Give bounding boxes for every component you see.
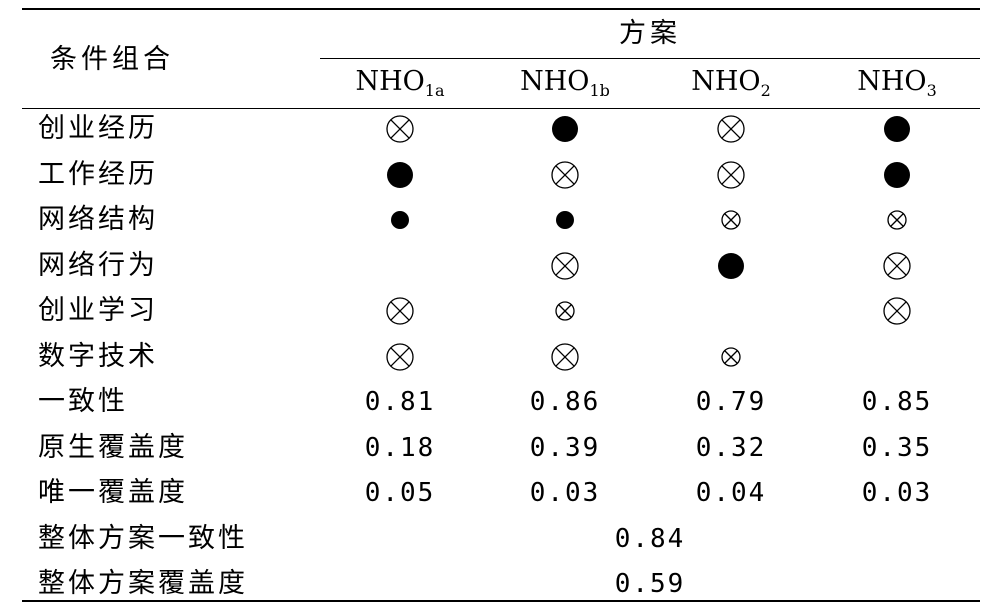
core-present-icon <box>651 246 811 286</box>
overall-label: 整体方案一致性 <box>38 522 248 554</box>
peripheral-absent-icon <box>651 200 811 240</box>
empty-cell <box>651 291 811 331</box>
condition-label: 创业经历 <box>38 113 158 144</box>
empty-cell <box>320 246 480 286</box>
column-header-3: NHO2 <box>691 66 771 100</box>
column-header-2: NHO1b <box>520 66 610 100</box>
peripheral-present-icon <box>320 200 480 240</box>
core-absent-icon <box>817 246 977 286</box>
bottom-rule <box>22 600 980 602</box>
metric-value: 0.04 <box>695 478 767 508</box>
condition-label: 创业学习 <box>38 295 158 326</box>
metric-value: 0.86 <box>529 387 601 417</box>
core-absent-icon <box>320 109 480 149</box>
core-absent-icon <box>320 291 480 331</box>
peripheral-absent-icon <box>651 337 811 377</box>
core-absent-icon <box>485 246 645 286</box>
overall-label: 整体方案覆盖度 <box>38 568 248 599</box>
metric-value: 0.03 <box>529 478 601 508</box>
core-absent-icon <box>817 291 977 331</box>
column-header-1: NHO1a <box>355 66 445 100</box>
metric-value: 0.05 <box>364 478 436 508</box>
condition-label: 网络行为 <box>38 249 158 281</box>
condition-label: 工作经历 <box>38 158 158 190</box>
top-rule <box>22 8 980 10</box>
core-present-icon <box>485 109 645 149</box>
metric-value: 0.39 <box>529 432 601 463</box>
metric-value: 0.81 <box>364 387 436 417</box>
group-underline <box>320 58 980 59</box>
core-present-icon <box>320 155 480 195</box>
peripheral-absent-icon <box>485 291 645 331</box>
core-absent-icon <box>651 109 811 149</box>
metric-value: 0.32 <box>695 432 767 463</box>
peripheral-absent-icon <box>817 200 977 240</box>
core-absent-icon <box>485 155 645 195</box>
metric-value: 0.85 <box>861 387 933 417</box>
metric-label: 唯一覆盖度 <box>38 477 188 508</box>
column-header-4: NHO3 <box>857 66 937 100</box>
metric-label: 原生覆盖度 <box>38 431 188 463</box>
overall-value: 0.84 <box>614 523 686 554</box>
metric-value: 0.18 <box>364 432 436 463</box>
empty-cell <box>817 337 977 377</box>
core-absent-icon <box>320 337 480 377</box>
metric-value: 0.35 <box>861 432 933 463</box>
core-present-icon <box>817 109 977 149</box>
condition-label: 数字技术 <box>38 340 158 372</box>
condition-header: 条件组合 <box>50 44 174 75</box>
overall-value: 0.59 <box>614 569 686 599</box>
peripheral-present-icon <box>485 200 645 240</box>
condition-label: 网络结构 <box>38 204 158 235</box>
core-present-icon <box>817 155 977 195</box>
core-absent-icon <box>485 337 645 377</box>
metric-value: 0.79 <box>695 387 767 417</box>
core-absent-icon <box>651 155 811 195</box>
header-rule <box>22 108 980 109</box>
metric-value: 0.03 <box>861 478 933 508</box>
group-title: 方案 <box>619 18 681 49</box>
metric-label: 一致性 <box>38 386 128 417</box>
